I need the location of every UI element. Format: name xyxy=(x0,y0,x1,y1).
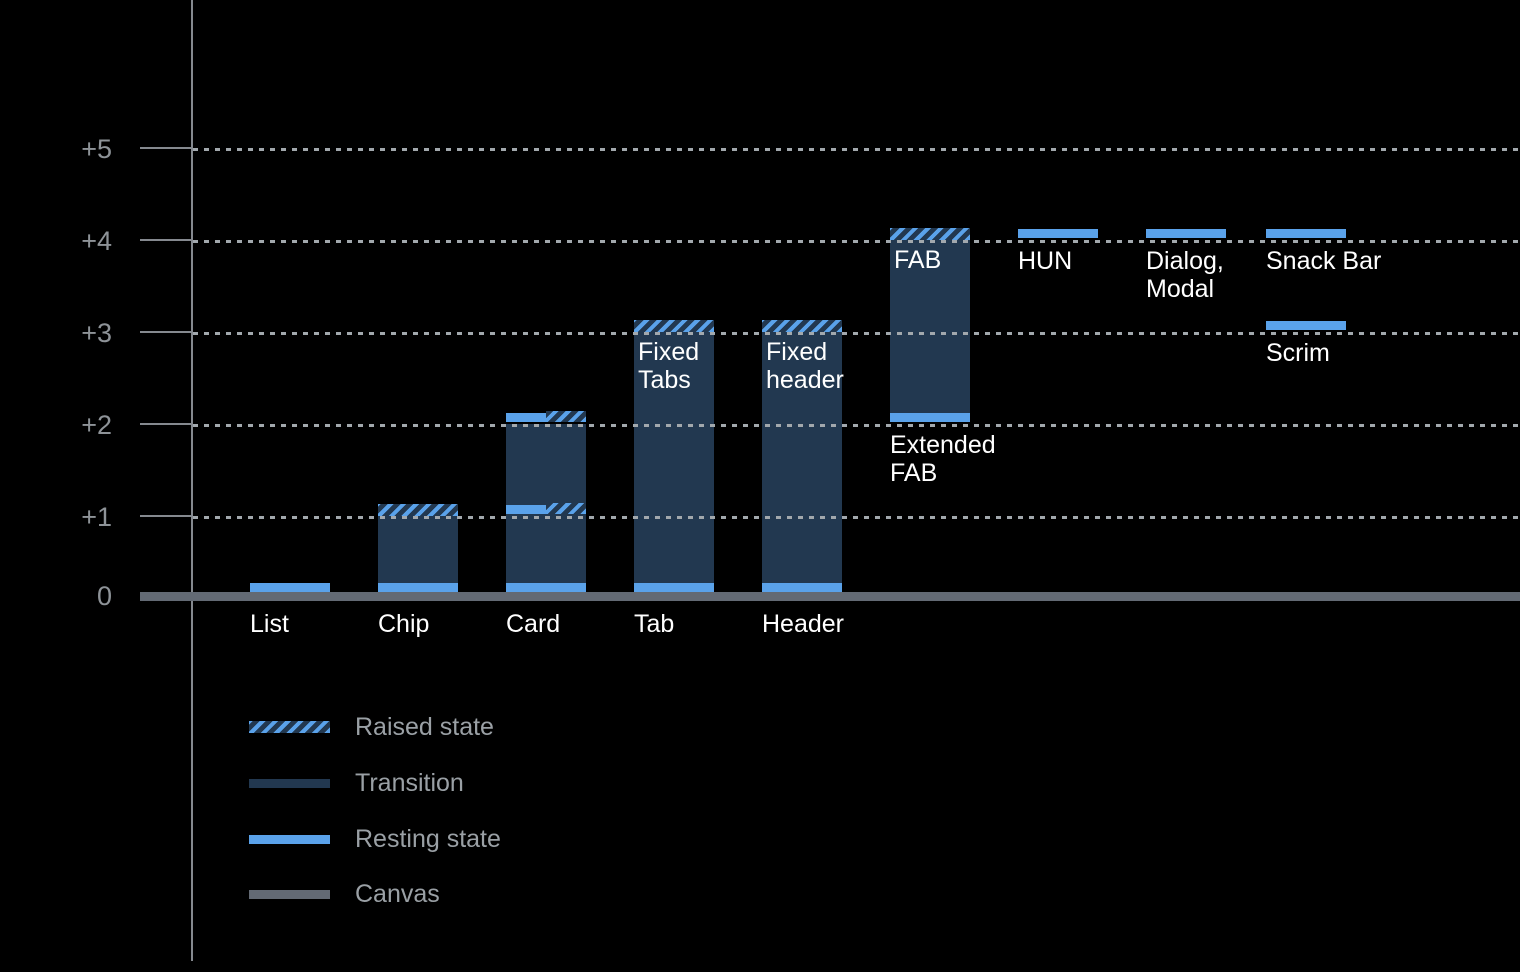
transition-bar-chip xyxy=(378,516,458,583)
category-label-header: Header xyxy=(762,610,844,638)
resting-mark-card-2 xyxy=(506,413,546,422)
gridline-4 xyxy=(193,240,1520,243)
raised-strip-chip xyxy=(378,504,458,516)
legend-swatch-raised xyxy=(249,721,330,733)
legend-swatch-resting xyxy=(249,834,330,844)
raised-strip-header xyxy=(762,320,842,332)
resting-mark-card-1 xyxy=(506,505,546,514)
y-tick-5 xyxy=(140,147,191,149)
raised-strip-fab xyxy=(890,228,970,240)
legend-label-resting: Resting state xyxy=(355,825,501,853)
resting-strip-list xyxy=(250,583,330,592)
transition-bar-fab xyxy=(890,240,970,413)
legend-label-canvas: Canvas xyxy=(355,880,440,908)
canvas-baseline xyxy=(140,592,1520,601)
legend-swatch-canvas xyxy=(249,889,330,899)
legend-swatch-transition xyxy=(249,778,330,788)
transition-bar-tab xyxy=(634,332,714,583)
legend-label-transition: Transition xyxy=(355,769,464,797)
below-label-hun: HUN xyxy=(1018,247,1073,275)
raised-strip-tab xyxy=(634,320,714,332)
inner-label-tab: Fixed xyxy=(638,338,700,366)
category-label-tab: Tab xyxy=(634,610,675,638)
transition-bar-header xyxy=(762,332,842,583)
resting-strip-scrim xyxy=(1266,321,1346,330)
resting-strip-snack-bar xyxy=(1266,229,1346,238)
gridline-2 xyxy=(193,424,1520,427)
resting-strip-hun xyxy=(1018,229,1098,238)
category-label-list: List xyxy=(250,610,289,638)
inner-label-fab: FAB xyxy=(894,246,942,274)
inner-label-tab: Tabs xyxy=(638,366,691,394)
below-label-scrim: Scrim xyxy=(1266,339,1330,367)
below-label-snack-bar: Snack Bar xyxy=(1266,247,1382,275)
gridline-3 xyxy=(193,332,1520,335)
below-label-fab: FAB xyxy=(890,459,938,487)
y-tick-label-5: +5 xyxy=(81,134,112,164)
resting-strip-dialog-modal xyxy=(1146,229,1226,238)
y-tick-label-2: +2 xyxy=(81,410,112,440)
gridline-5 xyxy=(193,148,1520,151)
inner-label-header: Fixed xyxy=(766,338,828,366)
raised-mark-card-2 xyxy=(546,411,586,422)
raised-mark-card-1 xyxy=(546,503,586,514)
y-tick-1 xyxy=(140,515,191,517)
resting-strip-chip xyxy=(378,583,458,592)
y-tick-2 xyxy=(140,423,191,425)
y-tick-label-3: +3 xyxy=(81,318,112,348)
inner-label-header: header xyxy=(766,366,844,394)
y-tick-3 xyxy=(140,331,191,333)
below-label-dialog-modal: Dialog, xyxy=(1146,247,1224,275)
legend-label-raised: Raised state xyxy=(355,713,494,741)
resting-strip-fab xyxy=(890,413,970,422)
y-axis-line xyxy=(191,0,193,961)
resting-strip-card xyxy=(506,583,586,592)
y-tick-label-1: +1 xyxy=(81,502,112,532)
y-tick-label-0: 0 xyxy=(96,581,112,611)
category-label-chip: Chip xyxy=(378,610,430,638)
y-tick-4 xyxy=(140,239,191,241)
below-label-fab: Extended xyxy=(890,431,996,459)
category-label-card: Card xyxy=(506,610,561,638)
y-tick-label-4: +4 xyxy=(81,226,112,256)
below-label-dialog-modal: Modal xyxy=(1146,275,1215,303)
resting-strip-tab xyxy=(634,583,714,592)
resting-strip-header xyxy=(762,583,842,592)
gridline-1 xyxy=(193,516,1520,519)
